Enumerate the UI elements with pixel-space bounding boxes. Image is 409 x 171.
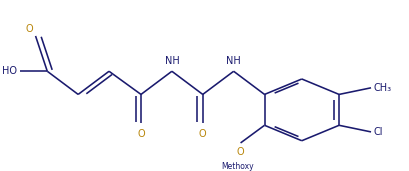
Text: HO: HO <box>2 66 18 76</box>
Text: O: O <box>199 129 207 139</box>
Text: NH: NH <box>226 56 241 66</box>
Text: CH₃: CH₃ <box>374 83 392 93</box>
Text: Methoxy: Methoxy <box>222 162 254 171</box>
Text: NH: NH <box>164 56 179 66</box>
Text: O: O <box>137 129 145 139</box>
Text: Cl: Cl <box>374 127 383 137</box>
Text: O: O <box>237 147 245 157</box>
Text: O: O <box>25 24 33 34</box>
